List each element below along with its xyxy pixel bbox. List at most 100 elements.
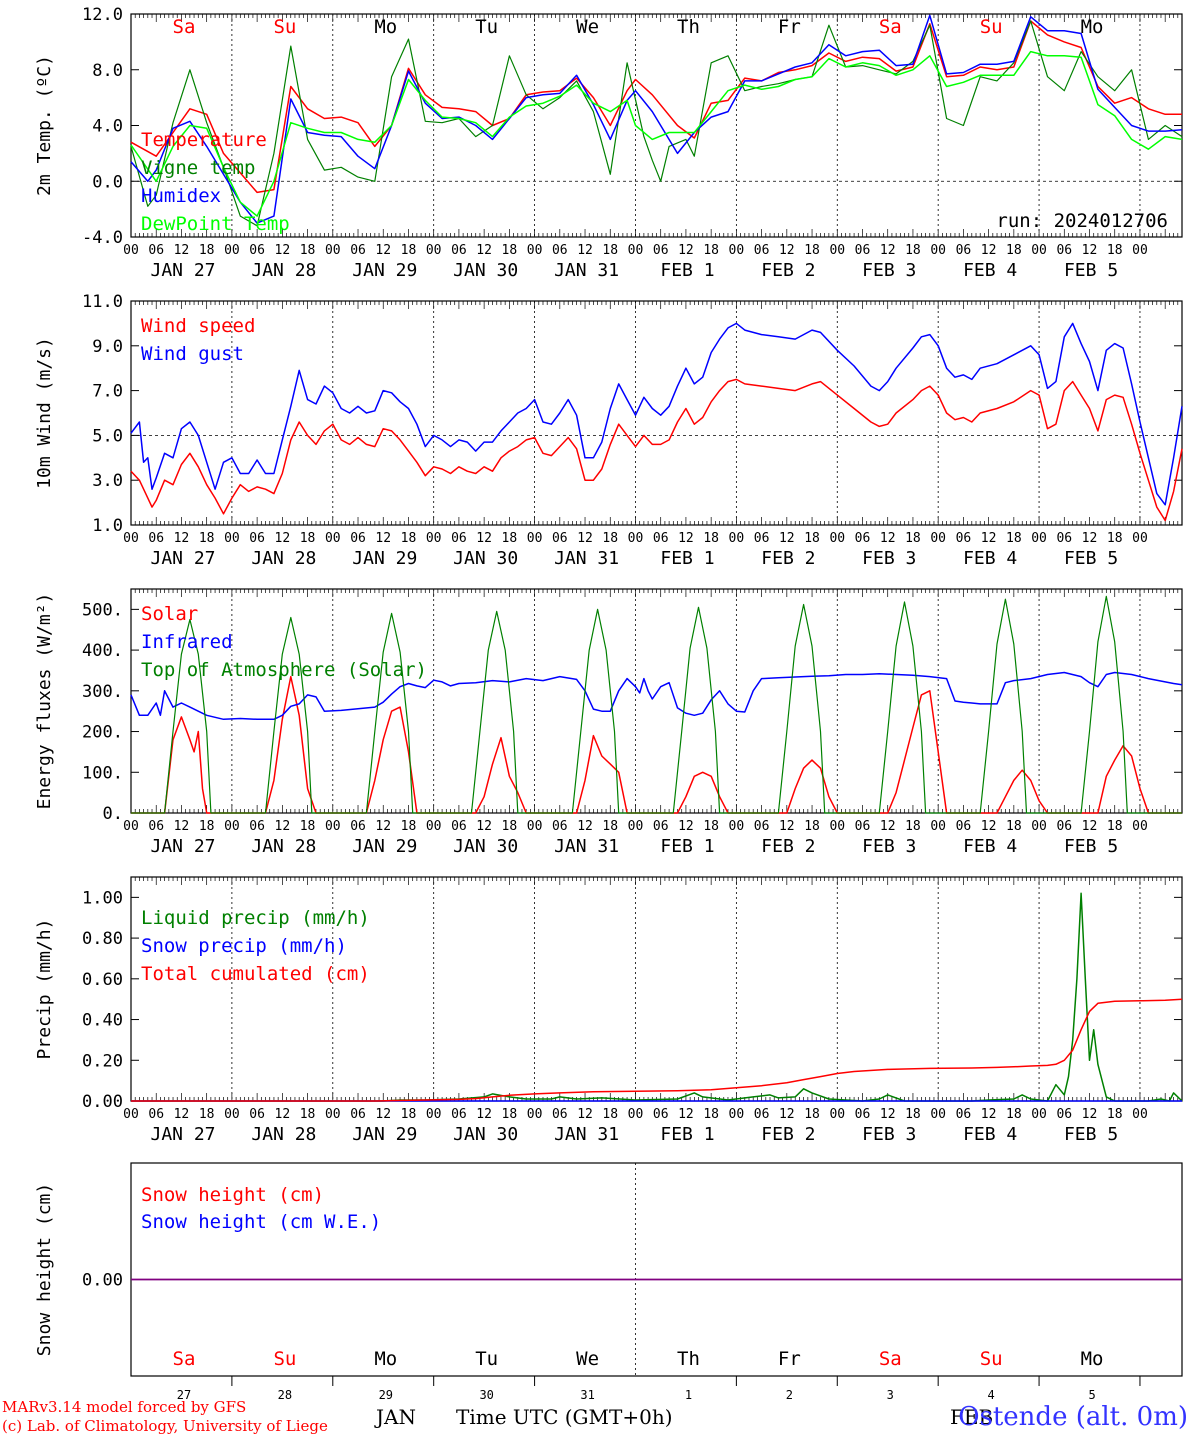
y-tick-label: 100. — [82, 763, 123, 783]
hour-tick-label: 18 — [199, 531, 215, 546]
hour-tick-label: 06 — [1056, 531, 1072, 546]
day-label: JAN 30 — [453, 548, 518, 569]
hour-tick-label: 06 — [855, 243, 871, 258]
hour-tick-label: 12 — [779, 531, 795, 546]
hour-tick-label: 06 — [552, 243, 568, 258]
weekday-label-bottom: Fr — [778, 1348, 801, 1370]
day-label: FEB 1 — [660, 836, 714, 857]
month-label-feb: FEB — [950, 1405, 994, 1429]
hour-tick-label: 00 — [224, 819, 240, 834]
weekday-label-top: Su — [273, 16, 296, 38]
hour-tick-label: 00 — [224, 1107, 240, 1122]
month-label-jan: JAN — [376, 1405, 416, 1429]
hour-tick-label: 06 — [350, 1107, 366, 1122]
y-tick-label: 500. — [82, 600, 123, 620]
hour-tick-label: 00 — [829, 1107, 845, 1122]
hour-tick-label: 06 — [754, 243, 770, 258]
series-line-temperature — [130, 20, 1182, 194]
legend-entry: DewPoint Temp — [141, 213, 290, 235]
day-number-label: 28 — [278, 1388, 292, 1402]
hour-tick-label: 06 — [148, 243, 164, 258]
y-tick-label: 0.80 — [82, 929, 123, 949]
hour-tick-label: 12 — [981, 819, 997, 834]
day-label: JAN 31 — [554, 1124, 619, 1145]
hour-tick-label: 00 — [123, 1107, 139, 1122]
hour-tick-label: 12 — [174, 531, 190, 546]
hour-tick-label: 18 — [602, 819, 618, 834]
plot-frame — [130, 1162, 1183, 1377]
hour-tick-label: 12 — [1082, 1107, 1098, 1122]
hour-tick-label: 12 — [779, 819, 795, 834]
legend-entry: Top of Atmosphere (Solar) — [141, 659, 427, 681]
hour-tick-label: 12 — [577, 531, 593, 546]
hour-tick-label: 18 — [905, 819, 921, 834]
hour-tick-label: 06 — [653, 243, 669, 258]
hour-tick-label: 06 — [249, 243, 265, 258]
y-tick-label: 0.00 — [82, 1271, 123, 1291]
hour-tick-label: 00 — [527, 819, 543, 834]
hour-tick-label: 18 — [300, 819, 316, 834]
hour-tick-label: 18 — [300, 531, 316, 546]
hour-tick-label: 00 — [426, 243, 442, 258]
y-tick-label: 0.00 — [82, 1092, 123, 1112]
hour-tick-label: 18 — [300, 243, 316, 258]
weekday-label-top: Tu — [475, 16, 498, 38]
hour-tick-label: 06 — [653, 531, 669, 546]
plot-frame — [130, 13, 1183, 238]
weekday-label-top: Th — [677, 16, 700, 38]
series-line-wind-speed — [130, 378, 1183, 522]
day-number-label: 4 — [988, 1388, 995, 1402]
weekday-label-top: Su — [980, 16, 1003, 38]
day-label: FEB 5 — [1064, 1124, 1118, 1145]
hour-tick-label: 12 — [1082, 243, 1098, 258]
weekday-label-bottom: Sa — [173, 1348, 196, 1370]
hour-tick-label: 12 — [981, 531, 997, 546]
legend-entry: Solar — [141, 603, 198, 625]
day-label: FEB 1 — [660, 548, 714, 569]
hour-tick-label: 06 — [249, 531, 265, 546]
lab-line: (c) Lab. of Climatology, University of L… — [2, 1417, 328, 1435]
y-tick-label: -4.0 — [82, 228, 123, 248]
day-number-label: 1 — [685, 1388, 692, 1402]
day-label: FEB 5 — [1064, 260, 1118, 281]
weekday-label-bottom: Th — [677, 1348, 700, 1370]
day-label: JAN 27 — [150, 836, 215, 857]
weekday-label-top: We — [576, 16, 599, 38]
legend-entry: Vigne temp — [141, 157, 255, 179]
day-label: FEB 4 — [963, 548, 1017, 569]
hour-tick-label: 00 — [1031, 819, 1047, 834]
hour-tick-label: 06 — [653, 1107, 669, 1122]
hour-tick-label: 18 — [502, 243, 518, 258]
weekday-label-bottom: Sa — [879, 1348, 902, 1370]
time-axis-label: Time UTC (GMT+0h) — [456, 1405, 673, 1429]
hour-tick-label: 12 — [880, 531, 896, 546]
legend-entry: Wind gust — [141, 343, 244, 365]
hour-tick-label: 18 — [401, 243, 417, 258]
legend-entry: Total cumulated (cm) — [141, 963, 370, 985]
hour-tick-label: 18 — [602, 531, 618, 546]
series-line-infrared — [130, 671, 1183, 721]
hour-tick-label: 18 — [703, 1107, 719, 1122]
hour-tick-label: 18 — [1107, 243, 1123, 258]
hour-tick-label: 00 — [628, 531, 644, 546]
day-label: JAN 28 — [251, 260, 316, 281]
day-number-label: 2 — [786, 1388, 793, 1402]
weekday-label-bottom: We — [576, 1348, 599, 1370]
legend-entry: Snow height (cm W.E.) — [141, 1211, 381, 1233]
day-label: FEB 2 — [761, 260, 815, 281]
day-label: JAN 27 — [150, 548, 215, 569]
hour-tick-label: 18 — [1006, 243, 1022, 258]
day-label: JAN 28 — [251, 548, 316, 569]
hour-tick-label: 12 — [375, 531, 391, 546]
hour-tick-label: 06 — [451, 531, 467, 546]
hour-tick-label: 00 — [1031, 1107, 1047, 1122]
hour-tick-label: 00 — [325, 819, 341, 834]
hour-tick-label: 06 — [249, 819, 265, 834]
hour-tick-label: 00 — [426, 531, 442, 546]
hour-tick-label: 12 — [779, 243, 795, 258]
hour-tick-label: 00 — [829, 819, 845, 834]
hour-tick-label: 00 — [829, 243, 845, 258]
hour-tick-label: 06 — [1056, 1107, 1072, 1122]
hour-tick-label: 12 — [880, 243, 896, 258]
